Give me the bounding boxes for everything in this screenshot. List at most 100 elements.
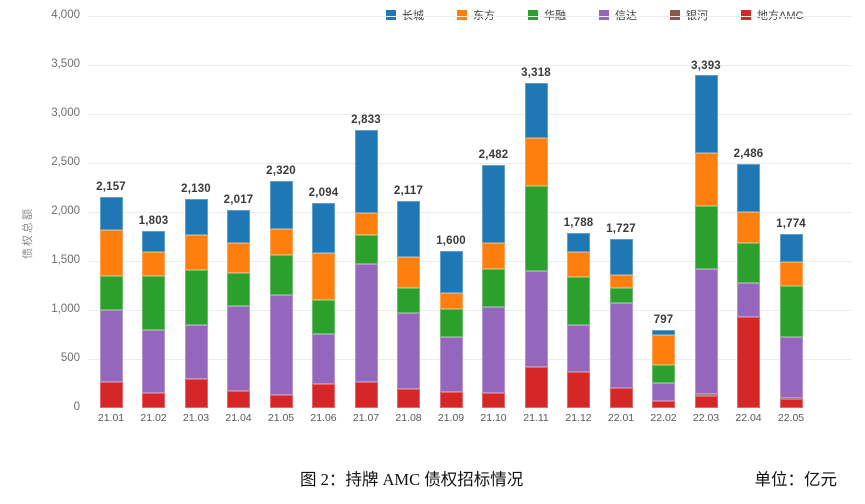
bar-segment: [142, 393, 165, 408]
bar-value-label: 2,157: [96, 180, 126, 193]
bar-segment: [694, 396, 718, 408]
bar-segment: [737, 211, 760, 243]
legend-swatch-icon: [528, 10, 538, 20]
bar-segment: [779, 336, 803, 398]
bar-value-label: 1,788: [563, 216, 594, 229]
bar-segment: [737, 316, 760, 408]
bar-segment: [779, 398, 803, 408]
bar-segment: [142, 275, 165, 330]
bar-segment: [99, 381, 123, 408]
bar-value-label: 2,482: [478, 148, 509, 161]
bar-segment: [354, 264, 378, 382]
bar-segment: [354, 381, 378, 408]
bar-segment: [99, 196, 123, 231]
bar-value-label: 1,600: [436, 235, 466, 248]
bar-value-label: 2,320: [266, 164, 296, 177]
caption-row: 图 2：持牌 AMC 债权招标情况 单位：亿元: [0, 466, 865, 492]
plot-area: 0 500 1,000 1,500 2,000 2,500 3,000 3,500 4,000 2…: [0, 9, 865, 413]
bar-segment: [524, 367, 548, 408]
bar-value-label: 3,318: [521, 66, 551, 79]
legend-swatch-icon: [741, 10, 751, 20]
bar-segment: [737, 164, 760, 212]
bar-segment: [652, 364, 675, 383]
bar-segment: [227, 210, 250, 244]
bar-segment: [312, 202, 335, 254]
bar-segment: [269, 180, 293, 230]
x-tick-label: 21.08: [395, 412, 422, 424]
unit-label: 单位：亿元: [754, 470, 838, 489]
bar-segment: [694, 75, 718, 153]
bar-segment: [354, 213, 378, 236]
bar-segment: [609, 388, 633, 408]
bar-segment: [567, 325, 590, 372]
gridline: [88, 163, 852, 164]
x-tick-label: 21.03: [182, 412, 210, 424]
bar-value-label: 1,774: [776, 218, 806, 231]
bar-segment: [439, 251, 463, 293]
bar-segment: [652, 400, 675, 408]
x-tick-label: 22.03: [692, 412, 720, 424]
gridline: [88, 310, 852, 311]
bar-segment: [482, 164, 505, 243]
bar-segment: [439, 337, 463, 392]
bar-segment: [99, 230, 123, 277]
bar-segment: [269, 295, 293, 395]
bar-segment: [694, 394, 718, 397]
bar-segment: [779, 262, 803, 287]
x-tick-label: 22.04: [735, 412, 762, 424]
bar-segment: [779, 286, 803, 337]
bar-segment: [184, 270, 208, 325]
y-tick-label: 2,500: [51, 156, 80, 168]
bar-segment: [652, 329, 675, 335]
x-tick-label: 21.11: [523, 412, 549, 424]
x-tick-label: 21.12: [565, 412, 592, 424]
bar-segment: [142, 251, 165, 276]
bar-segment: [354, 235, 378, 265]
bar-value-label: 797: [653, 313, 674, 326]
gridline: [88, 212, 852, 213]
bar-value-label: 1,803: [138, 215, 169, 228]
bar-segment: [439, 309, 463, 338]
bar-segment: [567, 277, 590, 326]
bar-segment: [524, 138, 548, 187]
bar-segment: [142, 231, 165, 252]
y-tick-label: 3,500: [51, 58, 80, 70]
bar-segment: [694, 152, 718, 206]
bar-segment: [694, 269, 718, 395]
bar-segment: [397, 200, 420, 257]
bar-value-label: 2,117: [393, 184, 424, 197]
bar-segment: [99, 276, 123, 311]
bar-segment: [482, 269, 505, 307]
gridline: [88, 114, 852, 115]
bar-segment: [524, 82, 548, 139]
bar-segment: [312, 253, 335, 300]
gridline: [88, 261, 852, 262]
bar-segment: [524, 270, 548, 368]
bar-segment: [694, 205, 718, 270]
gridline: [88, 359, 852, 360]
gridline: [88, 65, 852, 66]
bar-segment: [737, 242, 760, 283]
bar-segment: [652, 334, 675, 365]
bar-value-label: 2,130: [181, 183, 211, 196]
bar-segment: [227, 273, 250, 306]
bar-segment: [269, 229, 293, 256]
x-tick-label: 21.02: [140, 412, 167, 424]
y-tick-label: 1,500: [51, 254, 80, 266]
bar-segment: [397, 312, 420, 390]
x-tick-label: 21.09: [437, 412, 465, 424]
y-tick-label: 0: [73, 401, 80, 413]
bar-segment: [567, 251, 590, 278]
bar-segment: [312, 334, 335, 384]
x-tick-label: 21.04: [225, 412, 252, 424]
bar-segment: [397, 256, 420, 288]
bar-segment: [652, 382, 675, 401]
bar-segment: [609, 275, 633, 289]
bar-segment: [482, 392, 505, 408]
legend-swatch-icon: [386, 10, 396, 20]
bar-segment: [397, 287, 420, 313]
legend-swatch-icon: [599, 10, 609, 20]
y-tick-label: 4,000: [51, 9, 80, 21]
x-tick-label: 21.07: [352, 412, 380, 424]
